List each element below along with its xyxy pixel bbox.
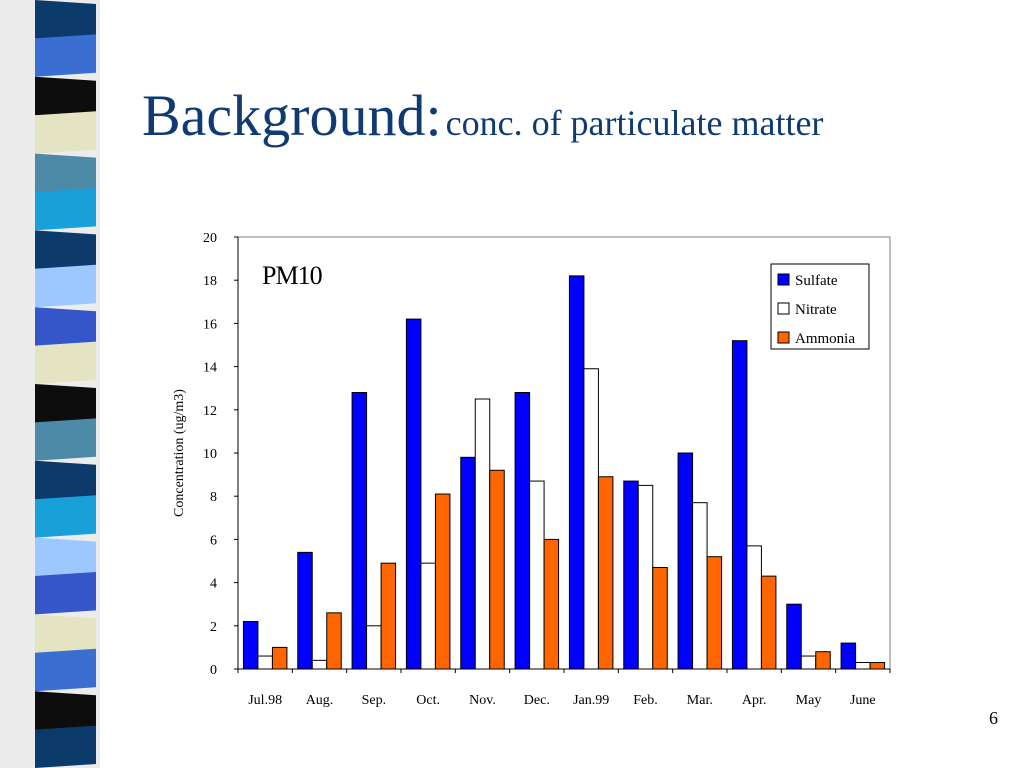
- bar-sulfate: [568, 275, 585, 670]
- strip-band: [35, 307, 96, 350]
- bar-sulfate: [460, 456, 476, 670]
- strip-band: [35, 384, 96, 427]
- strip-band: [35, 572, 96, 615]
- legend-swatch-sulfate: [777, 273, 790, 286]
- bar-ammonia: [326, 612, 342, 670]
- slide-title: Background: conc. of particulate matter: [142, 82, 1002, 149]
- strip-band: [35, 495, 96, 538]
- strip-band: [35, 614, 96, 657]
- decorative-strip: [0, 0, 100, 768]
- x-tick-label: Mar.: [687, 693, 713, 708]
- strip-band: [35, 188, 96, 231]
- bar-ammonia: [543, 538, 560, 670]
- bar-sulfate: [677, 452, 694, 670]
- y-axis-label: Concentration (ug/m3): [172, 389, 187, 517]
- x-tick-label: Aug.: [306, 693, 334, 708]
- bar-nitrate: [583, 368, 599, 670]
- bar-nitrate: [637, 484, 654, 670]
- title-main: Background:: [142, 83, 442, 148]
- strip-band: [35, 418, 96, 461]
- bar-ammonia: [597, 476, 614, 670]
- x-tick-label: Nov.: [469, 693, 496, 708]
- chart-title: PM10: [262, 261, 323, 290]
- legend: Sulfate Nitrate Ammonia: [770, 263, 870, 350]
- bar-ammonia: [434, 493, 451, 670]
- bar-nitrate: [855, 662, 871, 670]
- y-tick-label: 20: [203, 231, 217, 246]
- legend-label-nitrate: Nitrate: [795, 302, 837, 318]
- bar-sulfate: [405, 318, 422, 670]
- strip-band: [35, 341, 96, 384]
- bar-ammonia: [489, 469, 505, 670]
- x-tick-label: Jul.98: [248, 693, 282, 708]
- bar-ammonia: [760, 575, 777, 670]
- legend-label-sulfate: Sulfate: [795, 273, 838, 289]
- bar-nitrate: [692, 502, 708, 670]
- strip-band: [35, 76, 96, 120]
- title-subtitle: conc. of particulate matter: [445, 103, 824, 143]
- y-tick-label: 2: [210, 620, 217, 635]
- strip-band: [35, 648, 96, 692]
- bar-nitrate: [474, 398, 491, 670]
- bar-ammonia: [815, 651, 831, 670]
- x-tick-label: June: [850, 693, 876, 708]
- x-tick-label: Apr.: [742, 693, 767, 708]
- x-tick-label: May: [796, 693, 822, 708]
- y-tick-label: 12: [203, 404, 217, 419]
- strip-band: [35, 264, 96, 308]
- bar-nitrate: [529, 480, 545, 670]
- bar-sulfate: [786, 603, 802, 670]
- bar-sulfate: [840, 642, 857, 670]
- x-tick-label: Jan.99: [573, 693, 609, 708]
- strip-band: [35, 691, 96, 734]
- bar-nitrate: [366, 625, 382, 670]
- y-tick-label: 8: [210, 490, 217, 505]
- bar-ammonia: [380, 562, 397, 670]
- x-tick-label: Feb.: [633, 693, 658, 708]
- y-tick-label: 4: [210, 577, 217, 592]
- bar-nitrate: [257, 655, 273, 670]
- page-number: 6: [989, 708, 998, 728]
- strip-band: [35, 537, 96, 580]
- y-tick-label: 14: [203, 361, 217, 376]
- bar-sulfate: [242, 620, 259, 670]
- bar-ammonia: [271, 646, 288, 670]
- y-tick-label: 10: [203, 447, 217, 462]
- bar-ammonia: [706, 556, 723, 670]
- bar-ammonia: [652, 566, 668, 670]
- y-tick-label: 16: [203, 317, 217, 332]
- bar-ammonia: [869, 662, 886, 670]
- strip-band: [35, 0, 96, 43]
- bar-nitrate: [800, 655, 817, 670]
- bar-nitrate: [420, 562, 436, 670]
- bar-sulfate: [731, 340, 748, 670]
- legend-swatch-nitrate: [777, 302, 790, 315]
- x-tick-label: Dec.: [524, 693, 550, 708]
- legend-swatch-ammonia: [777, 331, 790, 344]
- strip-band: [35, 460, 96, 504]
- bar-nitrate: [311, 659, 328, 670]
- bar-sulfate: [514, 392, 531, 670]
- bar-sulfate: [623, 480, 639, 670]
- strip-band: [35, 111, 96, 154]
- legend-label-ammonia: Ammonia: [795, 331, 855, 347]
- strip-band: [35, 230, 96, 273]
- bar-nitrate: [746, 545, 762, 670]
- bar-sulfate: [297, 551, 313, 670]
- bar-sulfate: [351, 392, 368, 670]
- y-tick-label: 6: [210, 533, 217, 548]
- strip-band: [35, 153, 96, 196]
- y-tick-label: 18: [203, 274, 217, 289]
- strip-band: [35, 725, 96, 768]
- x-tick-label: Oct.: [416, 693, 440, 708]
- y-tick-label: 0: [210, 663, 217, 678]
- x-tick-label: Sep.: [362, 693, 387, 708]
- strip-band: [35, 34, 96, 77]
